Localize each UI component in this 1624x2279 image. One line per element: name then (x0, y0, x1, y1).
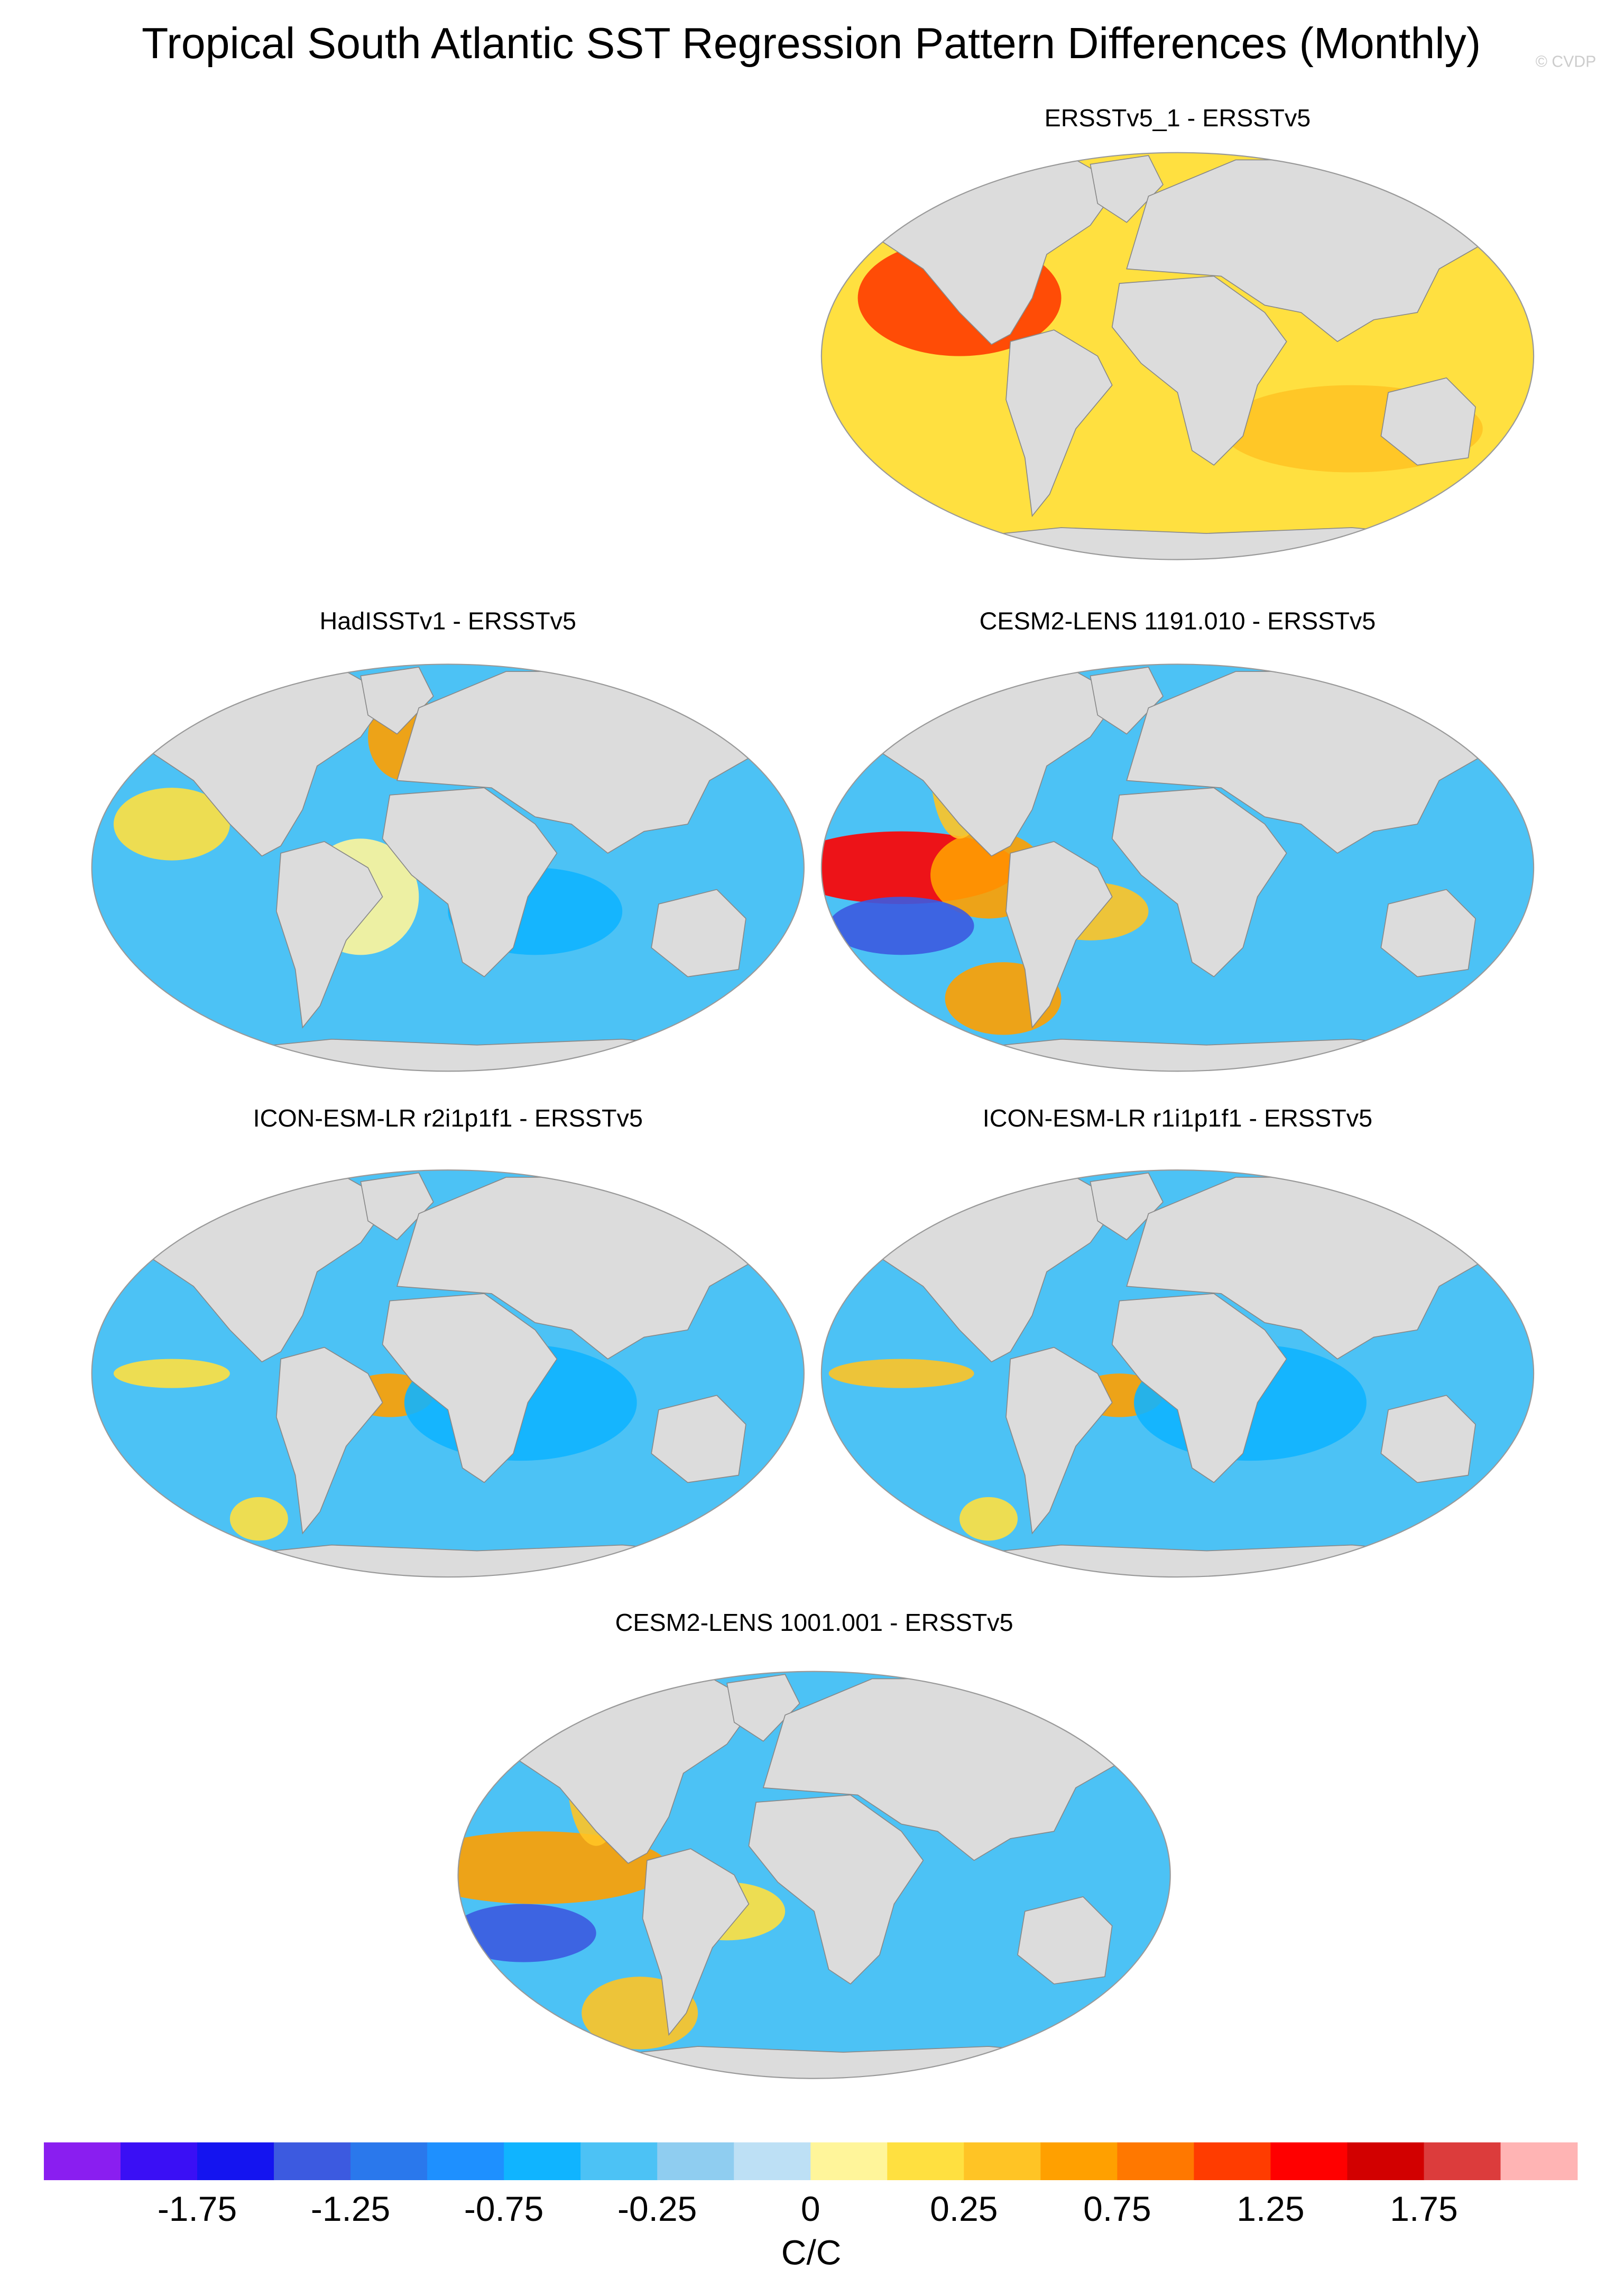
colorbar-tick-label: -0.75 (464, 2189, 543, 2228)
panel-title: HadISSTv1 - ERSSTv5 (320, 607, 577, 634)
colorbar-tick-label: 0.75 (1083, 2189, 1151, 2228)
sst-anomaly (458, 1904, 596, 1962)
colorbar-tick-label: 1.75 (1390, 2189, 1457, 2228)
colorbar-box (504, 2142, 581, 2181)
colorbar-tick-label: 0.25 (930, 2189, 998, 2228)
colorbar-box (1040, 2142, 1118, 2181)
figure-title: Tropical South Atlantic SST Regression P… (142, 19, 1481, 68)
map-border (820, 1169, 1535, 1578)
colorbar-box (1500, 2142, 1578, 2181)
map (821, 664, 1534, 1072)
colorbar-box (810, 2142, 888, 2181)
colorbar-box (350, 2142, 428, 2181)
map-border (91, 1169, 805, 1578)
colorbar-box (1270, 2142, 1348, 2181)
sst-anomaly (828, 1359, 974, 1388)
colorbar-unit: C/C (781, 2233, 842, 2272)
panel-title: ERSSTv5_1 - ERSSTv5 (1045, 104, 1311, 132)
map (91, 1170, 804, 1577)
colorbar-box (120, 2142, 198, 2181)
colorbar-box (274, 2142, 351, 2181)
panel-title: CESM2-LENS 1191.010 - ERSSTv5 (980, 607, 1376, 634)
colorbar-box (734, 2142, 811, 2181)
panel-title: ICON-ESM-LR r1i1p1f1 - ERSSTv5 (983, 1104, 1372, 1132)
colorbar-tick-label: -1.25 (311, 2189, 390, 2228)
sst-anomaly (458, 1831, 669, 1904)
colorbar-box (197, 2142, 274, 2181)
colorbar-box (580, 2142, 658, 2181)
map (821, 152, 1534, 560)
sst-anomaly (959, 1497, 1018, 1541)
colorbar-box (1117, 2142, 1195, 2181)
panel-title: ICON-ESM-LR r2i1p1f1 - ERSSTv5 (253, 1104, 643, 1132)
map (91, 664, 804, 1072)
colorbar-tick-label: -1.75 (158, 2189, 237, 2228)
map-border (820, 663, 1535, 1072)
colorbar-tick-label: -0.25 (617, 2189, 697, 2228)
map-border (457, 1671, 1171, 2079)
colorbar-box (1424, 2142, 1501, 2181)
colorbar-box (657, 2142, 735, 2181)
colorbar-box (887, 2142, 965, 2181)
panel-title: CESM2-LENS 1001.001 - ERSSTv5 (615, 1609, 1013, 1636)
map-border (91, 663, 805, 1072)
map (458, 1671, 1170, 2079)
colorbar-box (43, 2142, 121, 2181)
map-border (820, 152, 1535, 560)
sst-anomaly (229, 1497, 288, 1541)
sst-anomaly (828, 897, 974, 955)
colorbar-tick-label: 0 (801, 2189, 820, 2228)
map (821, 1170, 1534, 1577)
colorbar-box (1347, 2142, 1425, 2181)
colorbar-box (964, 2142, 1041, 2181)
colorbar-box (1194, 2142, 1271, 2181)
watermark: © CVDP (1536, 53, 1597, 70)
sst-anomaly (113, 788, 230, 861)
colorbar-box (427, 2142, 504, 2181)
sst-anomaly (113, 1359, 230, 1388)
colorbar-tick-label: 1.25 (1237, 2189, 1304, 2228)
